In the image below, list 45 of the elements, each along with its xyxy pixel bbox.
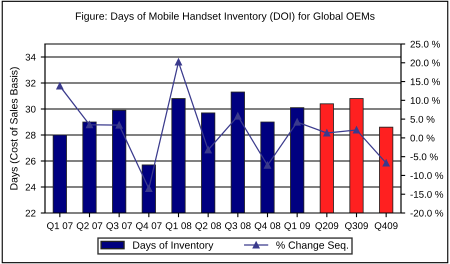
y2-tick-label: -20.0 %: [410, 210, 444, 217]
x-tick-label: Q1 09: [284, 222, 310, 231]
y2-tick-label: -5.0 %: [410, 153, 438, 160]
x-tick-label: Q209: [315, 222, 338, 231]
point: [175, 58, 182, 66]
point: [382, 160, 390, 167]
y2-tick-label: 15.0 %: [410, 78, 440, 86]
point: [323, 130, 330, 136]
y-tick-label: 26: [26, 158, 36, 165]
point: [294, 118, 301, 126]
y2-tick-label: 25.0 %: [410, 40, 440, 48]
y2-tick-label: 20.0 %: [410, 60, 440, 66]
point: [264, 162, 271, 169]
point: [204, 146, 212, 154]
y2-tick-label: 0.0 %: [410, 134, 435, 142]
y-tick-label: 32: [26, 80, 36, 87]
y-tick-label: 24: [26, 184, 36, 191]
point: [145, 185, 152, 192]
y2-tick-label: -10.0 %: [410, 172, 444, 180]
legend-label: % Change Seq.: [276, 241, 348, 251]
point: [56, 82, 64, 90]
y-axis-title: Days (Cost of Sales Basis): [10, 67, 20, 190]
x-tick-label: Q409: [374, 222, 398, 231]
point: [116, 122, 123, 129]
y2-tick-label: -15.0 %: [410, 190, 444, 198]
point: [234, 112, 242, 120]
y-tick-label: 34: [26, 54, 36, 61]
y-tick-label: 22: [26, 210, 36, 217]
point: [353, 126, 360, 134]
y-tick-label: 30: [26, 106, 36, 113]
x-tick-label: Q1 07: [47, 222, 73, 231]
legend-label: Days of Inventory: [133, 241, 214, 251]
x-tick-label: Q4 07: [136, 222, 162, 231]
x-tick-label: Q4 08: [254, 222, 280, 231]
chart-title: Figure: Days of Mobile Handset Inventory (DOI) for Global OEMs: [76, 12, 375, 22]
point: [86, 121, 93, 128]
x-tick-label: Q2 07: [76, 222, 102, 231]
x-tick-label: Q2 08: [195, 222, 221, 231]
y2-tick-label: 5.0 %: [410, 116, 435, 123]
y-tick-label: 28: [26, 132, 36, 139]
x-tick-label: Q3 08: [225, 222, 251, 231]
x-tick-label: Q1 08: [166, 222, 192, 231]
y2-tick-label: 10.0 %: [410, 97, 440, 104]
x-tick-label: Q309: [345, 222, 368, 231]
x-tick-label: Q3 07: [106, 222, 132, 231]
